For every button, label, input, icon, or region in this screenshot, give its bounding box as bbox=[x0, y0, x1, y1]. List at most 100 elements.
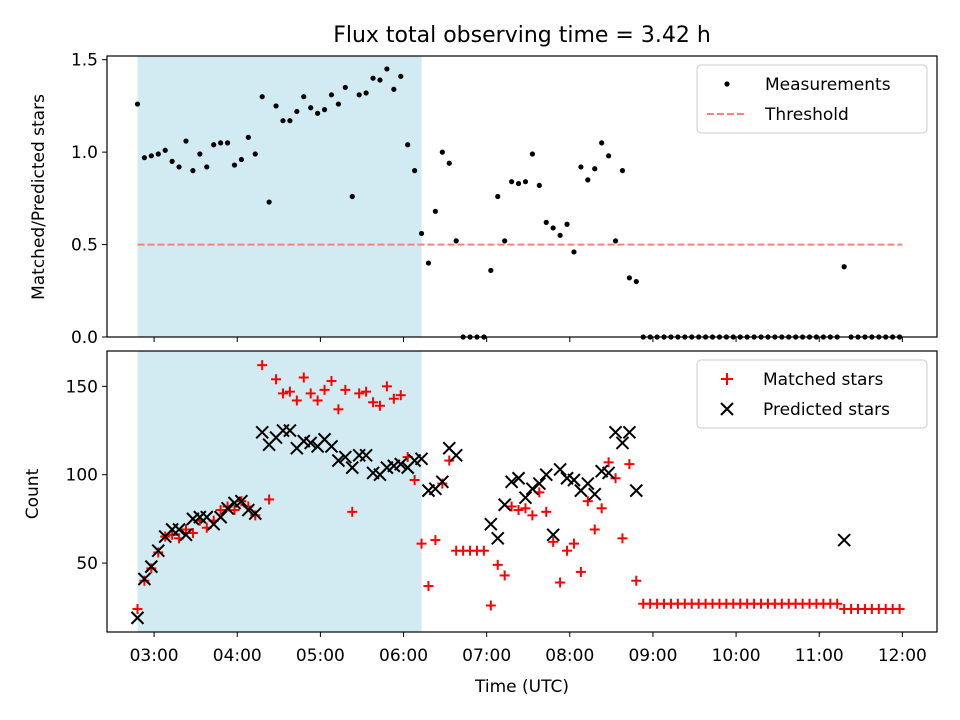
measurement-point bbox=[197, 151, 203, 157]
top-y-tick-label: 0.0 bbox=[71, 328, 98, 348]
measurement-point bbox=[439, 149, 445, 155]
matched-star-point bbox=[527, 510, 538, 521]
matched-star-point bbox=[596, 503, 607, 514]
matched-star-point bbox=[631, 575, 642, 586]
predicted-star-point bbox=[608, 425, 623, 440]
measurement-point bbox=[599, 140, 605, 146]
matched-star-point bbox=[305, 388, 316, 399]
measurement-point bbox=[606, 153, 612, 159]
measurement-point bbox=[287, 118, 293, 124]
legend-predicted-label: Predicted stars bbox=[763, 400, 890, 420]
predicted-star-stroke-b bbox=[615, 436, 630, 450]
matched-star-point bbox=[319, 384, 330, 395]
matched-star-point bbox=[416, 538, 427, 549]
predicted-star-stroke-b bbox=[345, 460, 359, 475]
predicted-star-point bbox=[622, 425, 637, 440]
measurement-point bbox=[585, 177, 591, 183]
measurement-point bbox=[176, 164, 182, 170]
predicted-star-point bbox=[518, 490, 533, 505]
matched-star-point bbox=[520, 503, 531, 514]
predicted-star-point bbox=[234, 494, 249, 508]
matched-star-point bbox=[395, 390, 406, 401]
matched-star-point bbox=[894, 604, 905, 615]
predicted-star-point bbox=[484, 517, 498, 531]
predicted-star-stroke-b bbox=[248, 506, 262, 521]
bottom-legend-box bbox=[696, 359, 928, 429]
predicted-star-point bbox=[359, 448, 373, 462]
x-tick-label: 10:00 bbox=[712, 646, 761, 666]
matched-star-point bbox=[589, 524, 600, 535]
measurement-point bbox=[543, 219, 549, 225]
matched-star-point bbox=[603, 457, 614, 468]
predicted-star-stroke-b bbox=[629, 483, 644, 498]
measurement-point bbox=[252, 151, 258, 157]
measurement-point bbox=[315, 110, 321, 116]
matched-star-point bbox=[277, 388, 288, 399]
matched-star-point bbox=[409, 475, 420, 486]
predicted-star-stroke-b bbox=[324, 439, 339, 454]
x-tick-label: 09:00 bbox=[628, 646, 677, 666]
measurement-point bbox=[405, 142, 411, 148]
measurement-point bbox=[564, 221, 570, 227]
matched-star-point bbox=[624, 459, 635, 470]
predicted-star-point bbox=[338, 450, 353, 464]
matched-star-point bbox=[832, 598, 843, 609]
legend-predicted-marker bbox=[720, 402, 734, 416]
predicted-star-stroke-b bbox=[588, 487, 602, 501]
matched-star-point bbox=[555, 577, 566, 588]
measurement-point bbox=[328, 92, 335, 98]
matched-star-point bbox=[548, 536, 559, 547]
predicted-star-point bbox=[511, 471, 526, 485]
predicted-star-stroke-b bbox=[449, 448, 463, 462]
predicted-star-point bbox=[539, 468, 553, 482]
predicted-star-stroke-b bbox=[220, 501, 235, 515]
predicted-star-point bbox=[837, 533, 851, 547]
predicted-star-stroke-b bbox=[303, 436, 318, 450]
predicted-star-stroke-b bbox=[525, 482, 540, 496]
observing-window-shade-bottom bbox=[137, 351, 422, 632]
predicted-star-point bbox=[213, 510, 228, 524]
matched-star-point bbox=[257, 360, 268, 371]
top-y-tick-label: 0.5 bbox=[71, 236, 98, 256]
predicted-star-stroke-b bbox=[297, 434, 311, 448]
predicted-star-stroke-b bbox=[560, 471, 574, 485]
measurement-point bbox=[148, 153, 154, 159]
top-y-axis-label: Matched/Predicted stars bbox=[29, 94, 49, 300]
matched-star-point bbox=[146, 563, 157, 574]
measurement-point bbox=[515, 180, 522, 187]
matched-star-point bbox=[562, 545, 573, 556]
matched-star-point bbox=[568, 538, 579, 549]
predicted-star-stroke-b bbox=[283, 423, 297, 438]
predicted-star-stroke-b bbox=[497, 498, 512, 512]
measurement-point bbox=[211, 142, 217, 148]
matched-star-point bbox=[541, 506, 552, 517]
matched-star-point bbox=[368, 397, 379, 408]
measurement-point bbox=[446, 160, 452, 166]
top-y-tick-label: 1.0 bbox=[71, 143, 98, 163]
measurement-point bbox=[141, 155, 148, 161]
predicted-star-stroke-b bbox=[622, 425, 637, 440]
predicted-star-stroke-b bbox=[594, 464, 609, 478]
measurement-point bbox=[412, 168, 418, 174]
predicted-star-stroke-b bbox=[608, 425, 623, 440]
bottom-legend: Matched stars Predicted stars bbox=[696, 359, 928, 429]
matched-star-point bbox=[610, 473, 621, 484]
bottom-plot-frame bbox=[106, 350, 938, 633]
x-tick-label: 03:00 bbox=[130, 646, 179, 666]
predicted-star-point bbox=[567, 473, 581, 487]
matched-star-point bbox=[250, 510, 261, 521]
measurement-point bbox=[522, 179, 529, 185]
measurement-point bbox=[370, 75, 376, 81]
predicted-star-stroke-b bbox=[546, 528, 560, 542]
x-tick-label: 11:00 bbox=[795, 646, 844, 666]
bottom-y-tick-label: 150 bbox=[66, 377, 98, 397]
matched-star-point bbox=[132, 604, 143, 615]
top-panel: 0.0 0.5 1.0 1.5 Matched/Predicted stars Mea… bbox=[29, 51, 938, 348]
measurement-point bbox=[578, 164, 584, 170]
predicted-star-stroke-b bbox=[414, 452, 429, 466]
observing-window-shade bbox=[137, 56, 422, 337]
x-tick-label: 07:00 bbox=[462, 646, 511, 666]
bottom-y-tick-label: 50 bbox=[76, 554, 98, 574]
measurement-point bbox=[155, 151, 161, 157]
